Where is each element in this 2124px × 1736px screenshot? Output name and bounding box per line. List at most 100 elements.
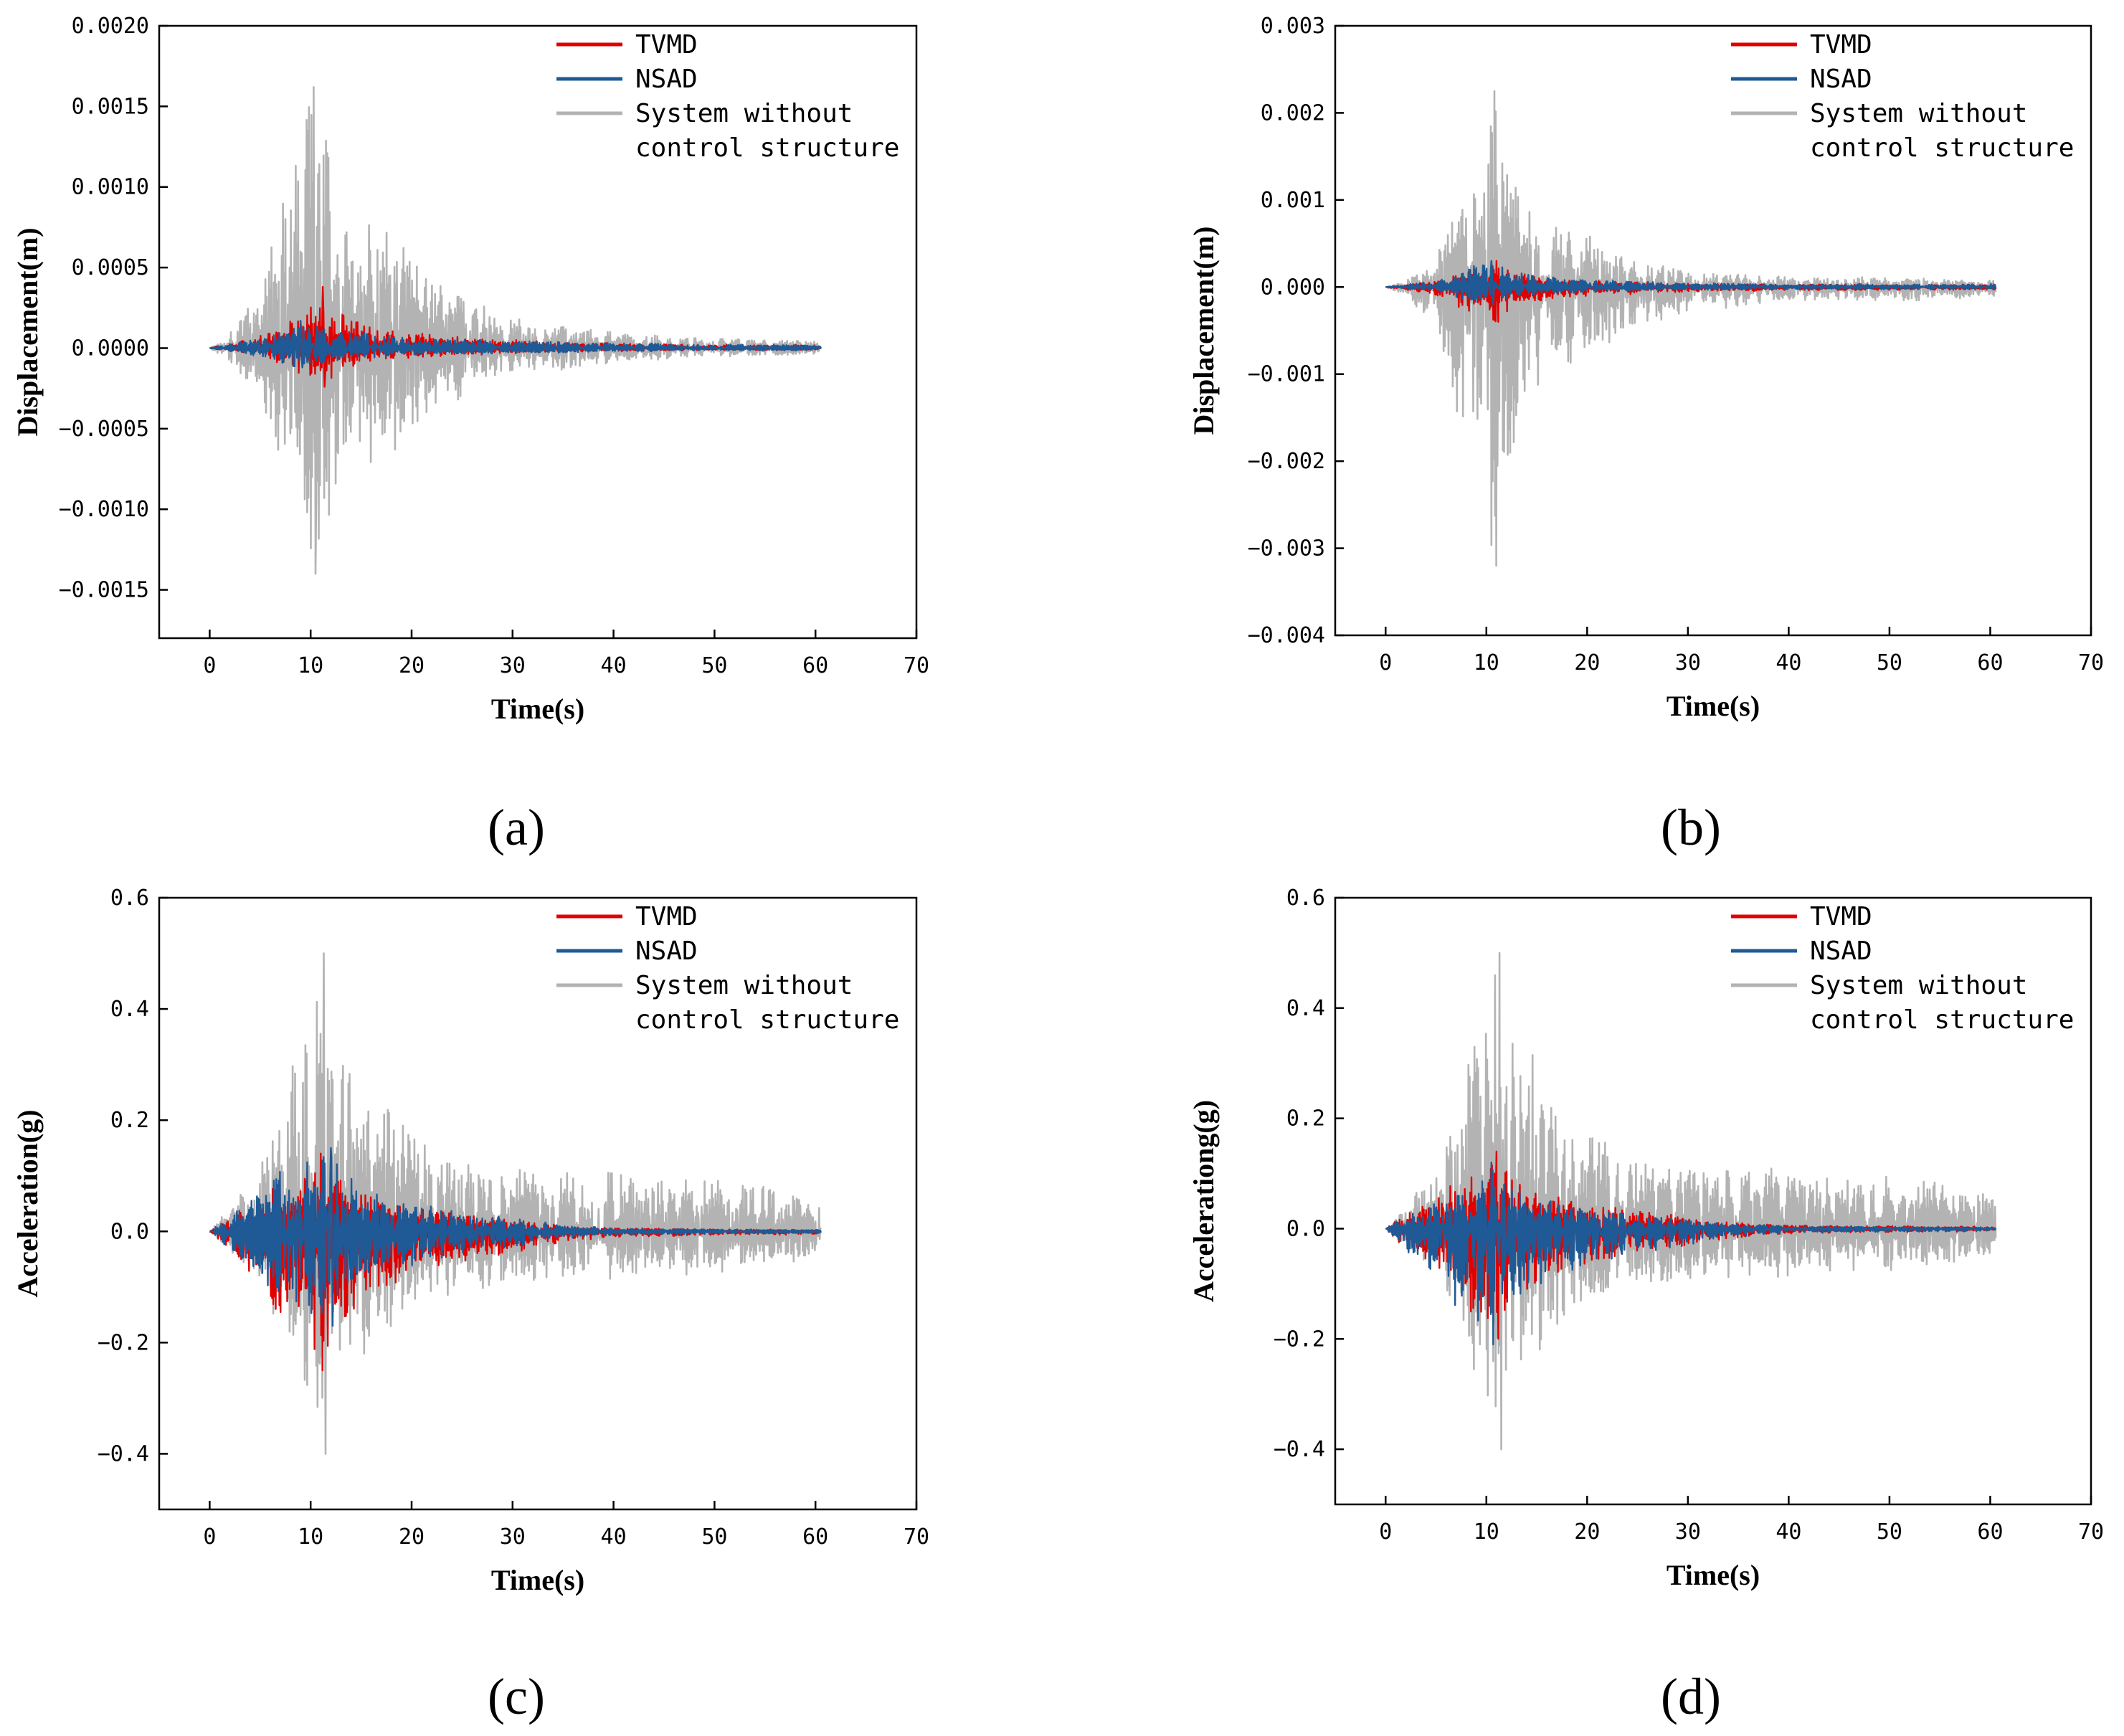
legend-uncontrolled-label: System without	[1810, 99, 2027, 128]
x-tick-label: 0	[203, 1524, 216, 1550]
x-tick-label: 10	[298, 653, 323, 678]
y-tick-label: −0.004	[1248, 623, 1325, 648]
series-line-nsad	[1385, 260, 1997, 305]
y-tick-label: 0.003	[1261, 14, 1325, 39]
panel-label: (d)	[1661, 1668, 1721, 1725]
plot-frame	[158, 24, 918, 640]
x-tick-label: 60	[802, 1524, 828, 1550]
y-tick-label: −0.4	[98, 1441, 149, 1466]
y-tick-label: 0.0015	[72, 94, 149, 119]
y-tick-label: 0.0	[1286, 1216, 1325, 1241]
y-tick-label: 0.2	[110, 1108, 149, 1133]
x-tick-label: 60	[802, 653, 828, 678]
chart-panel-b: −0.004 −0.003 −0.002 −0.001 0.000 0.001 0.002 0…	[1187, 14, 2104, 856]
series-line-nsad	[209, 320, 822, 369]
y-tick-label: 0.4	[1286, 996, 1325, 1021]
y-tick-label: 0.0005	[72, 255, 149, 280]
plot-area	[1385, 90, 1997, 567]
series-line-nsad	[209, 1147, 822, 1327]
y-tick-label: 0.001	[1261, 188, 1325, 213]
legend-uncontrolled-label-line2: control structure	[635, 1005, 899, 1035]
x-tick-label: 50	[1877, 650, 1902, 675]
x-tick-label: 20	[399, 1524, 425, 1550]
legend: TVMD NSAD System without control structure	[556, 902, 899, 1035]
y-tick-label: 0.4	[110, 997, 149, 1022]
x-tick-label: 20	[1574, 650, 1600, 675]
chart-panel-c: −0.4 −0.2 0.0 0.2 0.4 0.6 0 10 20 30 40 50 60 70 Time(…	[11, 886, 929, 1725]
y-axis-label: Accelerationg(g)	[1187, 1100, 1220, 1302]
legend-uncontrolled-label-line2: control structure	[1810, 1005, 2074, 1035]
legend-tvmd-label: TVMD	[1810, 902, 1872, 931]
y-tick-label: −0.002	[1248, 449, 1325, 474]
plot-area	[209, 86, 822, 575]
legend-tvmd-label: TVMD	[1810, 30, 1872, 60]
plot-frame	[1334, 24, 2092, 637]
x-tick-label: 50	[701, 653, 727, 678]
x-tick-label: 60	[1977, 650, 2003, 675]
y-tick-label: 0.0	[110, 1219, 149, 1244]
plot-frame	[1334, 896, 2092, 1506]
y-tick-label: 0.6	[1286, 886, 1325, 911]
x-axis-label: Time(s)	[1667, 690, 1760, 722]
legend-uncontrolled-label: System without	[1810, 971, 2027, 1000]
plot-area	[209, 952, 822, 1455]
legend-uncontrolled-label-line2: control structure	[1810, 133, 2074, 163]
x-tick-label: 50	[1877, 1519, 1902, 1545]
x-tick-label: 20	[1574, 1519, 1600, 1545]
legend-nsad-label: NSAD	[1810, 65, 1872, 94]
legend-uncontrolled-label-line2: control structure	[635, 133, 899, 163]
panel-label: (a)	[488, 799, 545, 856]
legend-uncontrolled-label: System without	[635, 971, 853, 1000]
x-tick-label: 40	[1775, 1519, 1801, 1545]
legend: TVMD NSAD System without control structure	[556, 30, 899, 163]
legend-nsad-label: NSAD	[635, 936, 698, 966]
x-tick-label: 10	[298, 1524, 323, 1550]
x-tick-label: 30	[1675, 650, 1701, 675]
chart-panel-a: −0.0015 −0.0010 −0.0005 0.0000 0.0005 0.0010 0…	[11, 14, 929, 856]
y-tick-label: 0.2	[1286, 1106, 1325, 1132]
legend-uncontrolled-label: System without	[635, 99, 853, 128]
y-tick-label: −0.0005	[59, 417, 149, 442]
y-tick-label: −0.2	[98, 1330, 149, 1355]
x-tick-label: 30	[500, 653, 526, 678]
plot-area	[1385, 952, 1997, 1451]
x-tick-label: 10	[1474, 650, 1499, 675]
y-tick-label: 0.0020	[72, 14, 149, 39]
x-axis-label: Time(s)	[491, 1564, 584, 1596]
x-tick-label: 70	[904, 1524, 929, 1550]
x-tick-label: 50	[701, 1524, 727, 1550]
x-tick-label: 70	[904, 653, 929, 678]
y-tick-label: 0.002	[1261, 100, 1325, 125]
legend: TVMD NSAD System without control structure	[1731, 30, 2074, 163]
x-tick-label: 0	[1379, 650, 1392, 675]
legend-tvmd-label: TVMD	[635, 902, 698, 931]
x-tick-label: 20	[399, 653, 425, 678]
panel-label: (b)	[1661, 799, 1721, 856]
x-tick-label: 40	[601, 1524, 627, 1550]
x-tick-label: 0	[203, 653, 216, 678]
panel-label: (c)	[488, 1668, 545, 1725]
x-tick-label: 40	[601, 653, 627, 678]
y-tick-label: −0.0015	[59, 578, 149, 603]
x-tick-label: 10	[1474, 1519, 1499, 1545]
y-axis-label: Displacement(m)	[1187, 226, 1220, 435]
y-tick-label: −0.0010	[59, 497, 149, 522]
y-tick-label: −0.4	[1274, 1437, 1325, 1462]
chart-panel-d: −0.4 −0.2 0.0 0.2 0.4 0.6 0 10 20 30 40 50 60 70 Time(…	[1187, 886, 2104, 1725]
y-tick-label: −0.003	[1248, 536, 1325, 561]
y-tick-label: 0.6	[110, 886, 149, 911]
x-tick-label: 30	[500, 1524, 526, 1550]
y-axis-label: Displacement(m)	[11, 227, 44, 436]
x-tick-label: 70	[2078, 650, 2104, 675]
x-tick-label: 70	[2078, 1519, 2104, 1545]
y-tick-label: 0.000	[1261, 275, 1325, 300]
y-axis-label: Acceleration(g)	[11, 1109, 44, 1297]
x-tick-label: 30	[1675, 1519, 1701, 1545]
y-tick-label: −0.2	[1274, 1327, 1325, 1352]
legend-tvmd-label: TVMD	[635, 30, 698, 60]
x-axis-label: Time(s)	[491, 693, 584, 725]
legend: TVMD NSAD System without control structure	[1731, 902, 2074, 1035]
y-tick-label: 0.0010	[72, 175, 149, 200]
series-line-nsad	[1385, 1161, 1997, 1346]
